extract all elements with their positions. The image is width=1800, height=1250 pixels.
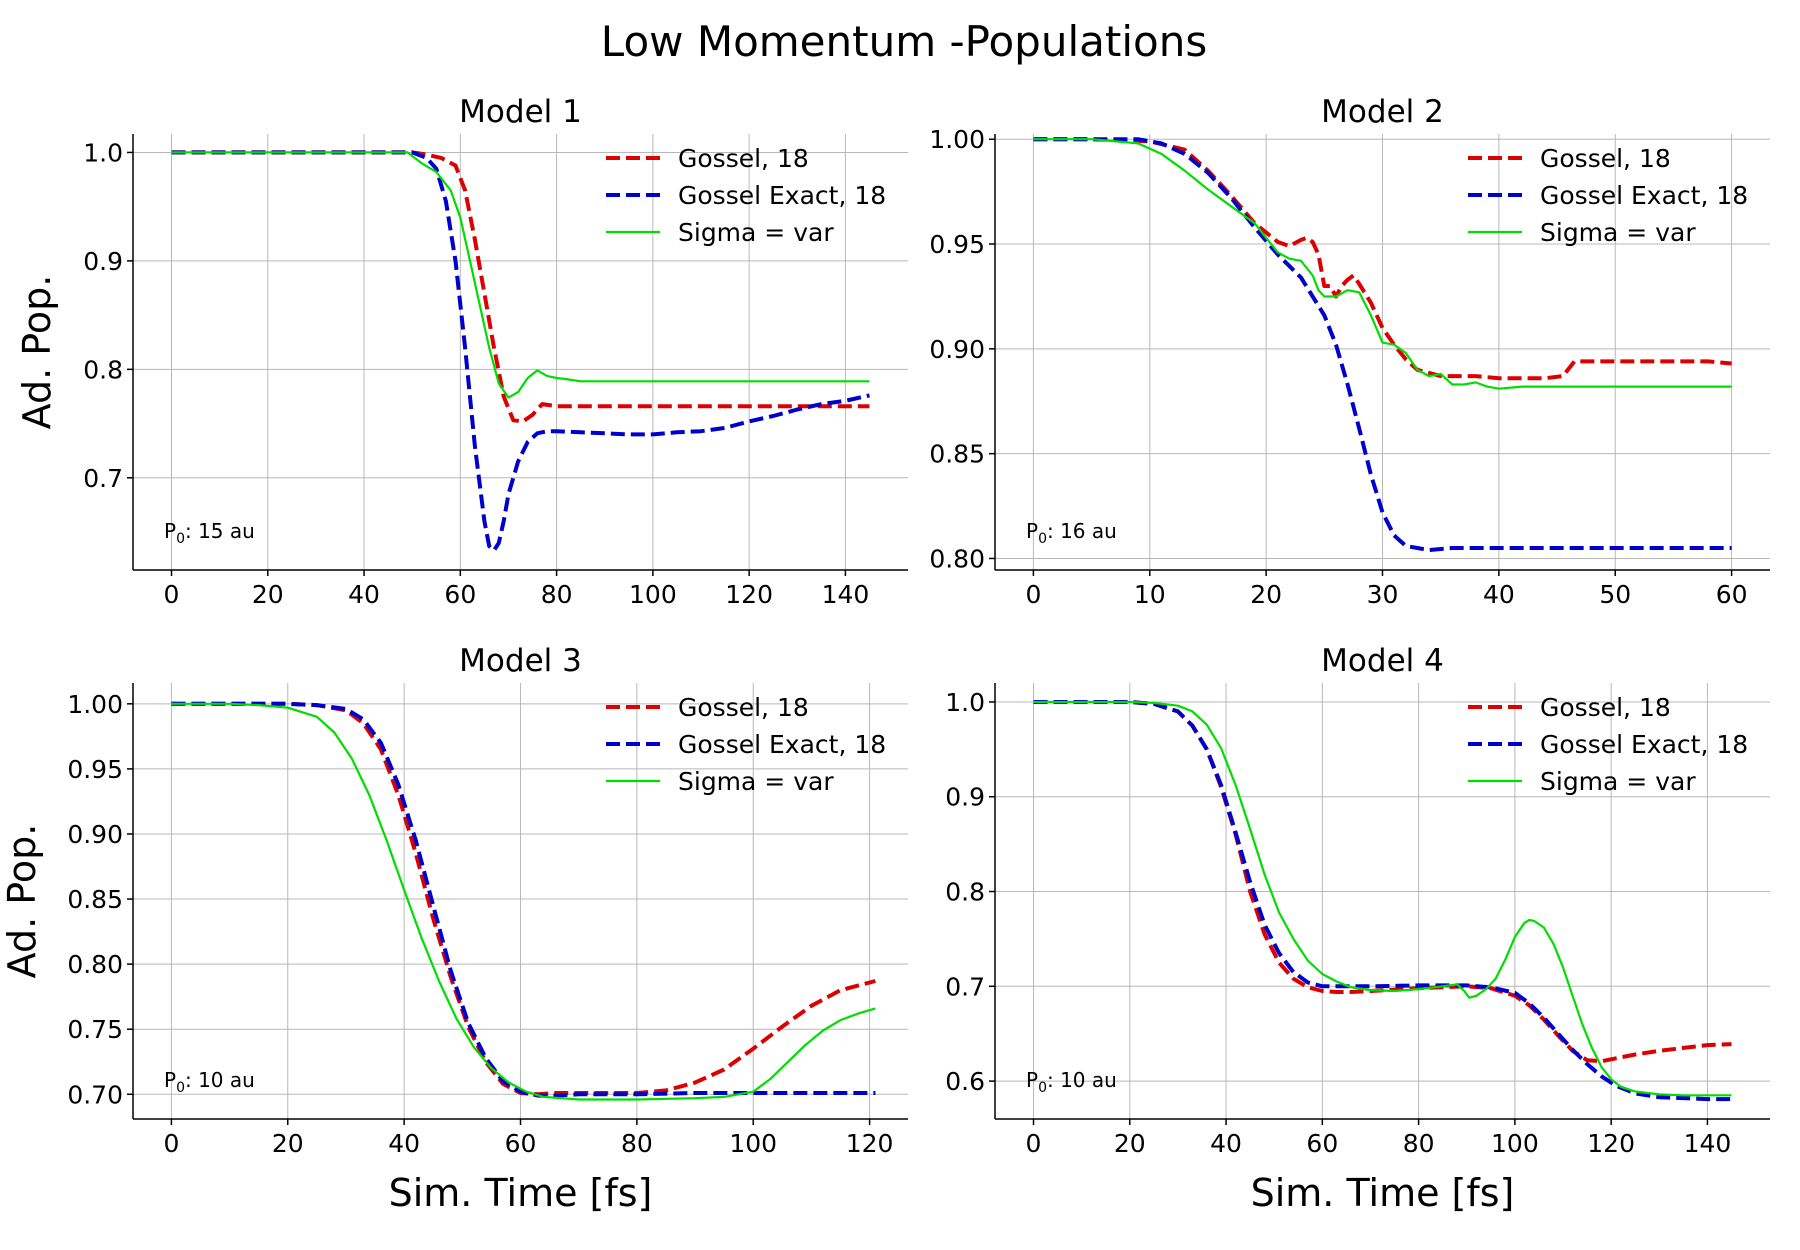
x-tick-label: 20 <box>1250 580 1282 609</box>
y-axis-label: Ad. Pop. <box>0 824 44 979</box>
panel-title: Model 3 <box>459 643 582 679</box>
chart-panel-1: 0 20 40 60 80 100 120 140 0.7 0.8 0.9 1.0 Model 1 Ad.… <box>15 94 908 609</box>
legend-label: Gossel, 18 <box>678 693 809 722</box>
series-line-gossel-exact-18 <box>171 701 876 1098</box>
x-tick-label: 100 <box>1491 1129 1539 1158</box>
x-tick-label: 120 <box>725 580 773 609</box>
x-axis-label: Sim. Time [fs] <box>389 1171 653 1215</box>
legend-label: Sigma = var <box>1540 218 1696 247</box>
panel-title: Model 1 <box>459 94 582 130</box>
x-tick-label: 80 <box>541 580 573 609</box>
series-line-gossel-exact-18 <box>1033 137 1732 553</box>
y-tick-label: 0.6 <box>945 1067 985 1096</box>
x-tick-label: 0 <box>163 1129 179 1158</box>
x-tick-label: 0 <box>164 580 180 609</box>
y-tick-label: 0.85 <box>67 885 123 914</box>
x-tick-label: 80 <box>1403 1129 1435 1158</box>
legend-label: Gossel, 18 <box>1540 693 1671 722</box>
panel-title: Model 2 <box>1321 94 1444 130</box>
legend-label: Gossel Exact, 18 <box>678 730 886 759</box>
y-tick-label: 0.9 <box>83 247 123 276</box>
y-tick-label: 0.90 <box>67 820 123 849</box>
momentum-annotation: P0: 10 au <box>1026 1068 1117 1096</box>
y-tick-label: 0.7 <box>945 972 985 1001</box>
x-tick-label: 20 <box>272 1129 304 1158</box>
x-tick-label: 40 <box>388 1129 420 1158</box>
x-tick-label: 20 <box>252 580 284 609</box>
x-tick-label: 120 <box>846 1129 894 1158</box>
chart-panel-2: 0 10 20 30 40 50 60 0.80 0.85 0.90 0.95 1.00 Model 2… <box>929 94 1770 609</box>
y-tick-label: 0.95 <box>67 755 123 784</box>
chart-panel-4: 0 20 40 60 80 100 120 140 0.6 0.7 0.8 0.9 1.0 Model 4… <box>945 643 1770 1215</box>
x-tick-label: 100 <box>629 580 677 609</box>
legend-label: Sigma = var <box>1540 767 1696 796</box>
legend: Gossel, 18 Gossel Exact, 18 Sigma = var <box>606 144 886 247</box>
x-tick-label: 100 <box>729 1129 777 1158</box>
x-tick-label: 0 <box>1025 580 1041 609</box>
x-axis-label: Sim. Time [fs] <box>1251 1171 1515 1215</box>
momentum-annotation: P0: 10 au <box>164 1068 255 1096</box>
x-tick-label: 30 <box>1367 580 1399 609</box>
legend: Gossel, 18 Gossel Exact, 18 Sigma = var <box>1468 144 1748 247</box>
y-tick-label: 0.80 <box>929 544 985 573</box>
series-line-gossel-18 <box>1033 700 1732 1064</box>
y-axis-label: Ad. Pop. <box>15 275 59 430</box>
panel-title: Model 4 <box>1321 643 1444 679</box>
y-tick-label: 0.9 <box>945 783 985 812</box>
x-tick-label: 140 <box>1684 1129 1732 1158</box>
x-tick-label: 40 <box>1483 580 1515 609</box>
y-tick-label: 1.00 <box>929 125 985 154</box>
y-tick-label: 0.8 <box>83 355 123 384</box>
figure-title: Low Momentum -Populations <box>601 17 1207 66</box>
y-tick-label: 1.00 <box>67 690 123 719</box>
series-line-sigma-var <box>171 702 876 1101</box>
x-tick-label: 40 <box>1210 1129 1242 1158</box>
momentum-annotation: P0: 16 au <box>1026 519 1117 547</box>
y-tick-label: 0.7 <box>83 464 123 493</box>
y-tick-label: 0.8 <box>945 878 985 907</box>
x-tick-label: 60 <box>505 1129 537 1158</box>
legend-label: Gossel Exact, 18 <box>1540 730 1748 759</box>
chart-panel-3: 0 20 40 60 80 100 120 0.70 0.75 0.80 0.85 0.90 0.95 1… <box>0 643 908 1215</box>
x-tick-label: 80 <box>621 1129 653 1158</box>
series-line-sigma-var <box>1033 700 1732 1097</box>
y-tick-label: 1.0 <box>945 688 985 717</box>
x-tick-label: 10 <box>1134 580 1166 609</box>
x-tick-label: 60 <box>1306 1129 1338 1158</box>
legend-label: Gossel Exact, 18 <box>678 181 886 210</box>
legend: Gossel, 18 Gossel Exact, 18 Sigma = var <box>1468 693 1748 796</box>
x-tick-label: 140 <box>822 580 870 609</box>
y-tick-label: 0.75 <box>67 1015 123 1044</box>
x-tick-label: 50 <box>1599 580 1631 609</box>
legend-label: Gossel, 18 <box>1540 144 1671 173</box>
x-tick-label: 120 <box>1587 1129 1635 1158</box>
y-tick-label: 0.85 <box>929 440 985 469</box>
y-tick-label: 0.70 <box>67 1080 123 1109</box>
x-tick-label: 0 <box>1026 1129 1042 1158</box>
x-tick-label: 20 <box>1114 1129 1146 1158</box>
legend-label: Sigma = var <box>678 767 834 796</box>
x-tick-label: 60 <box>1716 580 1748 609</box>
y-tick-label: 0.95 <box>929 230 985 259</box>
momentum-annotation: P0: 15 au <box>164 519 255 547</box>
series-line-gossel-exact-18 <box>171 150 870 553</box>
series-line-sigma-var <box>171 151 870 399</box>
x-tick-label: 40 <box>348 580 380 609</box>
y-tick-label: 0.80 <box>67 950 123 979</box>
y-tick-label: 0.90 <box>929 335 985 364</box>
y-tick-label: 1.0 <box>83 138 123 167</box>
legend: Gossel, 18 Gossel Exact, 18 Sigma = var <box>606 693 886 796</box>
x-tick-label: 60 <box>444 580 476 609</box>
series-line-sigma-var <box>1033 138 1732 390</box>
legend-label: Gossel Exact, 18 <box>1540 181 1748 210</box>
series-line-gossel-exact-18 <box>1033 700 1732 1102</box>
legend-label: Sigma = var <box>678 218 834 247</box>
legend-label: Gossel, 18 <box>678 144 809 173</box>
